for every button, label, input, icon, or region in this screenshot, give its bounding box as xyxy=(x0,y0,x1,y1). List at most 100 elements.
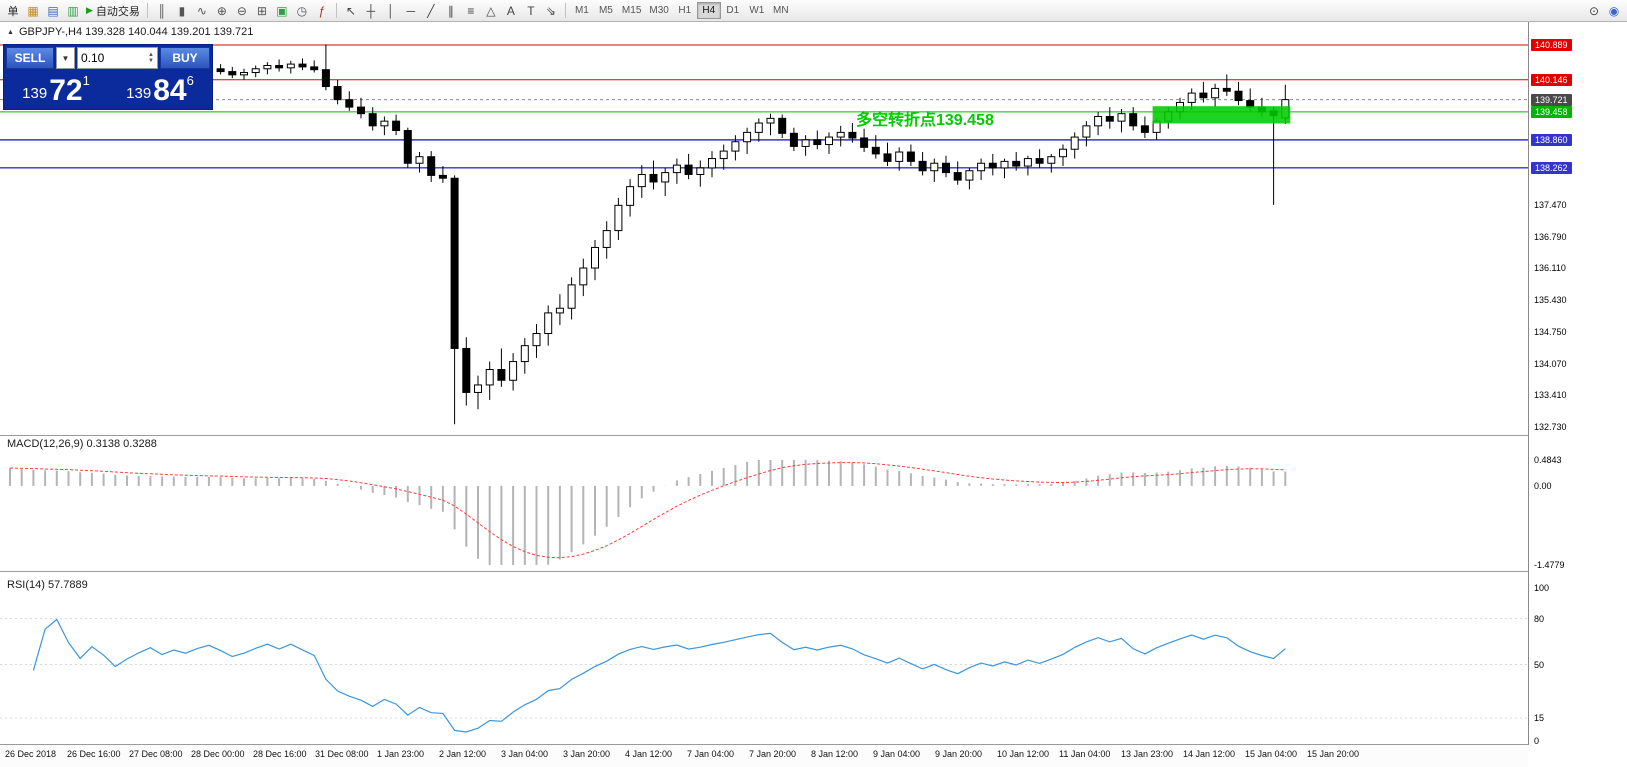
time-label: 7 Jan 20:00 xyxy=(749,749,797,759)
time-label: 9 Jan 20:00 xyxy=(935,749,983,759)
text-icon[interactable]: A xyxy=(501,2,521,20)
toolbar-left-icons: ▦ ▤ ▥ xyxy=(23,2,83,20)
crosshair-icon[interactable]: ┼ xyxy=(361,2,381,20)
axis-scale-label: 137.470 xyxy=(1534,199,1567,210)
trendline-icon[interactable]: ╱ xyxy=(421,2,441,20)
time-label: 26 Dec 2018 xyxy=(5,749,57,759)
rsi-label: RSI(14) 57.7889 xyxy=(7,579,88,591)
macd-label: MACD(12,26,9) 0.3138 0.3288 xyxy=(7,438,157,450)
time-label: 7 Jan 04:00 xyxy=(687,749,735,759)
line-chart-icon[interactable]: ∿ xyxy=(192,2,212,20)
candlestick-chart-icon[interactable]: ▮ xyxy=(172,2,192,20)
timeframe-m30-button[interactable]: M30 xyxy=(645,2,672,19)
axis-scale-label: -1.4779 xyxy=(1534,560,1565,570)
panel-separator xyxy=(0,744,1528,745)
sell-price-prefix: 139 xyxy=(22,85,48,102)
macd-panel-canvas[interactable] xyxy=(0,436,1528,571)
chart-title: ▲ GBPJPY-,H4 139.328 140.044 139.201 139… xyxy=(7,26,253,38)
time-label: 15 Jan 20:00 xyxy=(1307,749,1360,759)
fibonacci-icon[interactable]: ≡ xyxy=(461,2,481,20)
arrow-tools-icon[interactable]: ⇘ xyxy=(541,2,561,20)
toolbar-right-icons: ⊙ ◉ xyxy=(1584,2,1624,20)
shapes-icon[interactable]: △ xyxy=(481,2,501,20)
timeframe-d1-button[interactable]: D1 xyxy=(721,2,745,19)
vertical-line-icon[interactable]: │ xyxy=(381,2,401,20)
lot-decrease-button[interactable]: ▼ xyxy=(148,58,154,64)
timeframe-h4-button[interactable]: H4 xyxy=(696,2,721,19)
panel-separator[interactable] xyxy=(0,571,1528,572)
zoom-in-icon[interactable]: ⊕ xyxy=(212,2,232,20)
profiles-icon[interactable]: ◷ xyxy=(292,2,312,20)
time-axis[interactable]: 26 Dec 2018 26 Dec 16:00 27 Dec 08:00 28 De… xyxy=(0,745,1528,767)
timeframe-w1-button[interactable]: W1 xyxy=(745,2,769,19)
bar-chart-icon[interactable]: ║ xyxy=(152,2,172,20)
toolbar: 单 ▦ ▤ ▥ ▶ 自动交易 ║ ▮ ∿ ⊕ ⊖ ⊞ ▣ ◷ ƒ ↖ ┼ │ ─ ╱ ∥ ≡ △ A T ⇘ M1 M5 M… xyxy=(0,0,1627,22)
timeframe-buttons: M1 M5 M15 M30 H1 H4 D1 W1 MN xyxy=(570,2,793,19)
time-label: 26 Dec 16:00 xyxy=(67,749,121,759)
price-badge-blue: 138.262 xyxy=(1531,161,1572,174)
timeframe-h1-button[interactable]: H1 xyxy=(673,2,697,19)
search-icon[interactable]: ⊙ xyxy=(1584,2,1604,20)
main-chart-canvas[interactable] xyxy=(0,22,1528,435)
axis-scale-label: 133.410 xyxy=(1534,389,1567,400)
axis-scale-label: 0.00 xyxy=(1534,480,1552,491)
channel-icon[interactable]: ∥ xyxy=(441,2,461,20)
timeframe-m1-button[interactable]: M1 xyxy=(570,2,594,19)
price-badge-dark: 139.721 xyxy=(1531,93,1572,106)
axis-scale-label: 135.430 xyxy=(1534,295,1567,306)
axis-scale-label: 136.790 xyxy=(1534,231,1567,242)
time-label: 8 Jan 12:00 xyxy=(811,749,859,759)
lot-increase-button[interactable]: ▲ xyxy=(148,52,154,58)
community-icon[interactable]: ◉ xyxy=(1604,2,1624,20)
price-axis[interactable]: 140.889 140.146 139.721 139.458 138.860 138.2… xyxy=(1528,22,1627,746)
autotrading-button[interactable]: ▶ 自动交易 xyxy=(83,2,143,20)
toolbar-separator xyxy=(335,3,337,18)
axis-scale-label: 80 xyxy=(1534,613,1545,624)
autotrading-icon: ▶ xyxy=(86,5,93,15)
indicators-icon[interactable]: ƒ xyxy=(312,2,332,20)
sell-price-sup: 1 xyxy=(82,73,90,88)
sell-price-display[interactable]: 139 72 1 xyxy=(4,71,108,107)
panel-separator[interactable] xyxy=(0,435,1528,436)
buy-price-sup: 6 xyxy=(186,73,194,88)
time-label: 1 Jan 23:00 xyxy=(377,749,425,759)
toolbar-chart-icons: ║ ▮ ∿ ⊕ ⊖ ⊞ ▣ ◷ ƒ xyxy=(152,2,332,20)
cursor-icon[interactable]: ↖ xyxy=(341,2,361,20)
sell-price-big: 72 xyxy=(49,74,83,107)
time-label: 27 Dec 08:00 xyxy=(129,749,183,759)
chart-area: ▲ GBPJPY-,H4 139.328 140.044 139.201 139… xyxy=(0,22,1528,435)
time-label: 28 Dec 00:00 xyxy=(191,749,245,759)
time-label: 11 Jan 04:00 xyxy=(1059,749,1111,759)
new-order-button[interactable]: 单 xyxy=(3,2,23,20)
horizontal-line-icon[interactable]: ─ xyxy=(401,2,421,20)
axis-scale-label: 132.730 xyxy=(1534,421,1567,432)
buy-price-display[interactable]: 139 84 6 xyxy=(108,71,212,107)
time-label: 9 Jan 04:00 xyxy=(873,749,921,759)
lot-spinner: ▲ ▼ xyxy=(148,52,154,64)
time-label: 10 Jan 12:00 xyxy=(997,749,1050,759)
terminal-icon[interactable]: ▥ xyxy=(63,2,83,20)
time-label: 15 Jan 04:00 xyxy=(1245,749,1298,759)
price-badge-red: 140.146 xyxy=(1531,73,1572,86)
toolbar-separator xyxy=(564,3,566,18)
timeframe-m5-button[interactable]: M5 xyxy=(594,2,618,19)
timeframe-mn-button[interactable]: MN xyxy=(769,2,793,19)
timeframe-m15-button[interactable]: M15 xyxy=(618,2,645,19)
time-label: 2 Jan 12:00 xyxy=(439,749,487,759)
time-label: 3 Jan 04:00 xyxy=(501,749,549,759)
new-chart-icon[interactable]: ▣ xyxy=(272,2,292,20)
buy-button[interactable]: BUY xyxy=(160,47,210,69)
price-badge-red: 140.889 xyxy=(1531,38,1572,51)
axis-scale-label: 50 xyxy=(1534,659,1545,670)
navigator-icon[interactable]: ▤ xyxy=(43,2,63,20)
tile-windows-icon[interactable]: ⊞ xyxy=(252,2,272,20)
zoom-out-icon[interactable]: ⊖ xyxy=(232,2,252,20)
lot-size-field[interactable]: 0.10 ▲ ▼ xyxy=(77,47,158,69)
lot-preset-dropdown[interactable]: ▼ xyxy=(56,47,75,69)
market-watch-icon[interactable]: ▦ xyxy=(23,2,43,20)
pivot-annotation: 多空转折点139.458 xyxy=(856,112,994,129)
sell-button[interactable]: SELL xyxy=(6,47,54,69)
label-icon[interactable]: T xyxy=(521,2,541,20)
rsi-panel-canvas[interactable] xyxy=(0,572,1528,744)
